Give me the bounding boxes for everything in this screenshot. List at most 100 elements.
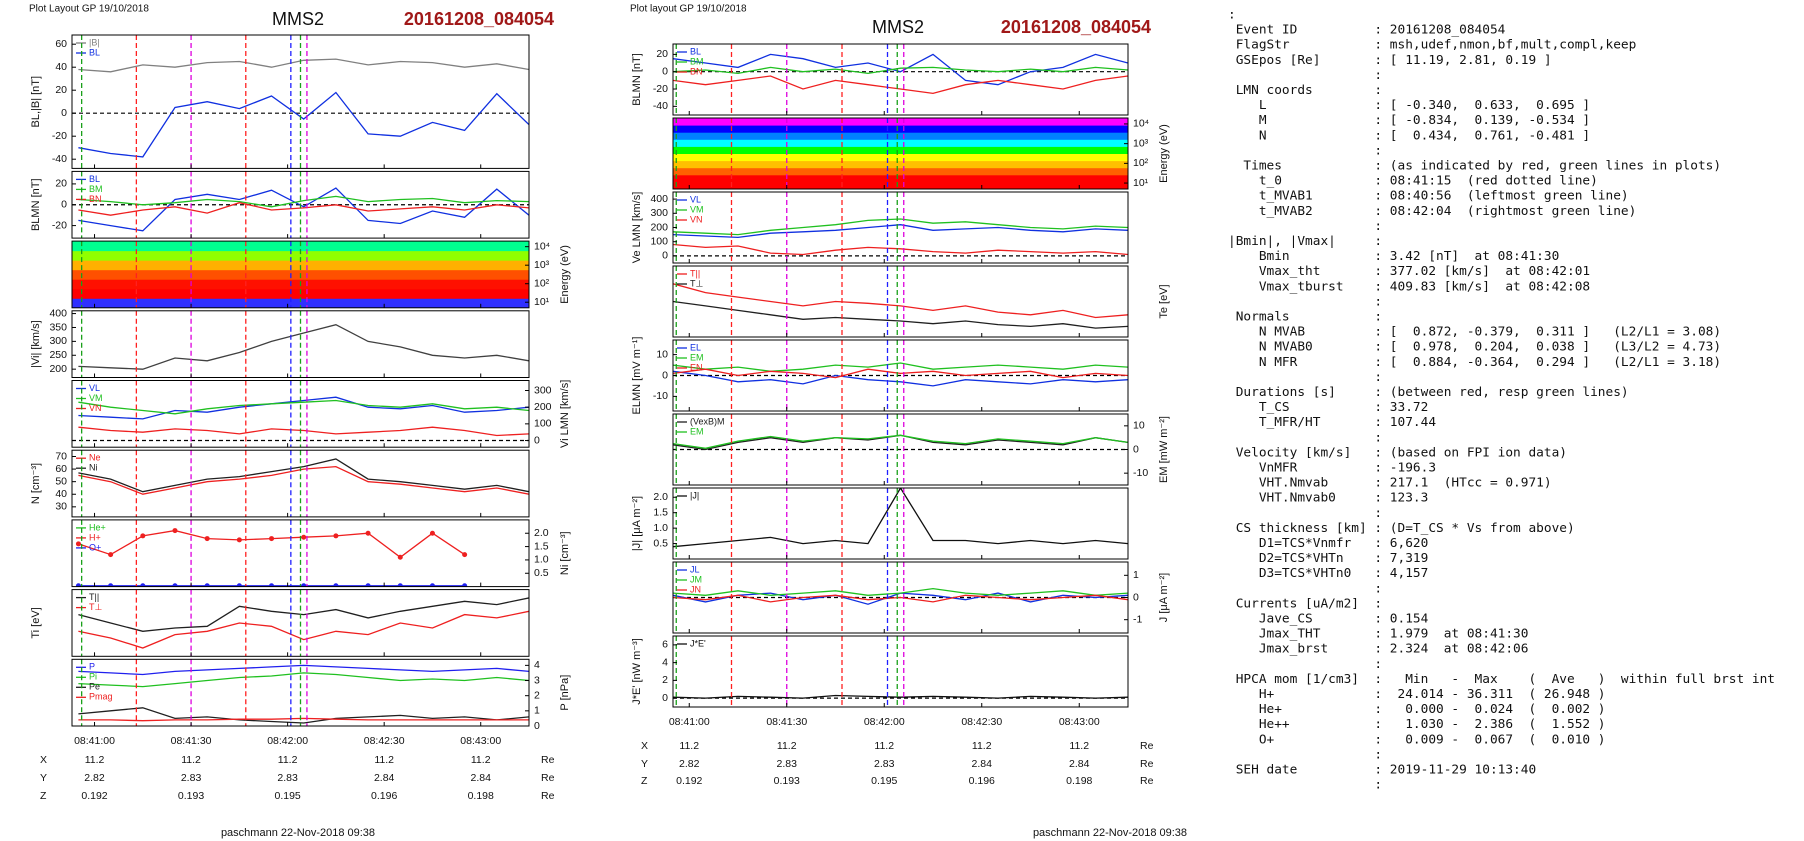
info-line: O+ : 0.009 - 0.067 ( 0.010 ) <box>1228 732 1606 747</box>
panel <box>75 528 468 587</box>
ephemeris-label: Z <box>641 775 648 787</box>
y-axis-label: Te [eV] <box>1158 284 1170 318</box>
ephemeris-unit: Re <box>1140 758 1154 770</box>
y-tick-label: 2 <box>662 674 668 686</box>
ephemeris-value: 2.84 <box>374 772 395 784</box>
series-point <box>462 583 468 587</box>
x-tick-label: 08:42:00 <box>864 716 905 728</box>
ephemeris-value: 11.2 <box>471 754 491 766</box>
panel <box>673 694 1128 699</box>
series-line <box>78 610 529 649</box>
info-line: D3=TCS*VHTn0 : 4,157 <box>1228 566 1428 581</box>
y-tick-label: 70 <box>55 450 67 462</box>
panel-frame <box>71 519 530 588</box>
series-line <box>673 592 1128 605</box>
info-line: N : [ 0.434, 0.761, -0.481 ] <box>1228 128 1590 143</box>
series-line <box>78 187 529 232</box>
legend-label: BL <box>89 174 100 184</box>
info-line: : <box>1228 430 1382 445</box>
ephemeris-value: 2.83 <box>181 772 202 784</box>
y-tick-label: 10² <box>1133 157 1149 169</box>
info-line: H+ : 24.014 - 36.311 ( 26.948 ) <box>1228 687 1606 702</box>
panel-frame <box>672 487 1129 560</box>
y-tick-label: -20 <box>52 130 67 142</box>
y-tick-label: 2.0 <box>653 491 668 503</box>
info-line: CS thickness [km] : (D=T_CS * Vs from ab… <box>1228 521 1575 536</box>
info-line: Times : (as indicated by red, green line… <box>1228 159 1721 174</box>
ephemeris-value: 0.198 <box>468 790 494 802</box>
y-tick-label: 0 <box>662 65 668 77</box>
ephemeris-value: 2.82 <box>679 758 700 770</box>
info-line: Jmax_brst : 2.324 at 08:42:06 <box>1228 642 1528 657</box>
x-tick-label: 08:43:00 <box>460 735 501 747</box>
ephemeris-value: 11.2 <box>181 754 201 766</box>
x-tick-label: 08:42:30 <box>364 735 405 747</box>
legend-label: VN <box>89 403 102 413</box>
info-line: T_MFR/HT : 107.44 <box>1228 415 1436 430</box>
y-tick-label: 0 <box>534 720 540 732</box>
y-tick-label: 20 <box>55 84 67 96</box>
ephemeris-label: X <box>40 754 47 766</box>
panel <box>72 187 529 232</box>
ephemeris-label: Z <box>40 790 47 802</box>
y-axis-label: ELMN [mV m⁻¹] <box>631 337 643 415</box>
panel <box>673 488 1128 548</box>
legend-label: VL <box>89 383 100 393</box>
legend-label: BN <box>690 66 703 76</box>
y-tick-label: 1.0 <box>534 554 549 566</box>
info-line: Durations [s] : (between red, resp green… <box>1228 385 1629 400</box>
series-line <box>78 396 529 420</box>
spectrogram-band <box>673 160 1128 169</box>
info-line: t_MVAB2 : 08:42:04 (rightmost green line… <box>1228 204 1636 219</box>
y-tick-label: 10³ <box>534 259 550 271</box>
ephemeris-value: 0.193 <box>178 790 204 802</box>
series-line <box>673 53 1128 86</box>
info-line: Normals : <box>1228 310 1382 325</box>
legend-label: J*E' <box>690 638 706 648</box>
series-point <box>108 583 114 587</box>
panel <box>673 283 1128 329</box>
y-axis-label: Vi LMN [km/s] <box>559 380 571 448</box>
y-tick-label: 0 <box>662 250 668 262</box>
plot-title: MMS2 <box>872 17 924 37</box>
panel <box>78 324 529 370</box>
y-tick-label: 0 <box>534 434 540 446</box>
y-tick-label: 10¹ <box>534 296 550 308</box>
panel-frame <box>71 449 530 518</box>
y-tick-label: 6 <box>662 639 668 651</box>
panel-frame <box>71 380 530 448</box>
panel <box>673 53 1128 95</box>
panel-frame <box>71 240 530 309</box>
legend-label: He+ <box>89 522 106 532</box>
series-line <box>78 399 529 415</box>
series-point <box>236 583 242 587</box>
spectrogram-band <box>673 174 1128 183</box>
info-line: : <box>1228 778 1382 793</box>
ephemeris-value: 11.2 <box>278 754 298 766</box>
spectrogram-band <box>673 153 1128 162</box>
panel-frame <box>672 117 1129 190</box>
info-line: Event ID : 20161208_084054 <box>1228 23 1506 38</box>
legend-label: VM <box>89 393 103 403</box>
y-tick-label: 0 <box>61 107 67 119</box>
y-tick-label: 2 <box>534 689 540 701</box>
series-point <box>397 583 403 587</box>
spectrogram-band <box>72 298 529 308</box>
series-line <box>673 434 1128 449</box>
series-point <box>365 583 371 587</box>
info-line: : <box>1228 657 1382 672</box>
spectrogram-band <box>673 132 1128 140</box>
legend-label: H+ <box>89 532 101 542</box>
ephemeris-value: 11.2 <box>374 754 394 766</box>
panel <box>72 58 529 158</box>
legend-label: Ni <box>89 463 98 473</box>
series-point <box>172 528 178 534</box>
legend-label: VN <box>690 214 703 224</box>
ephemeris-value: 11.2 <box>85 754 105 766</box>
y-tick-label: 400 <box>49 307 67 319</box>
ephemeris-value: 0.193 <box>774 775 800 787</box>
info-line: N MVAB0 : [ 0.978, 0.204, 0.038 ] (L3/L2… <box>1228 340 1721 355</box>
y-axis-label: BLMN [nT] <box>631 53 643 106</box>
x-tick-label: 08:41:30 <box>766 716 807 728</box>
y-axis-label: Ni [cm⁻³] <box>559 531 571 575</box>
